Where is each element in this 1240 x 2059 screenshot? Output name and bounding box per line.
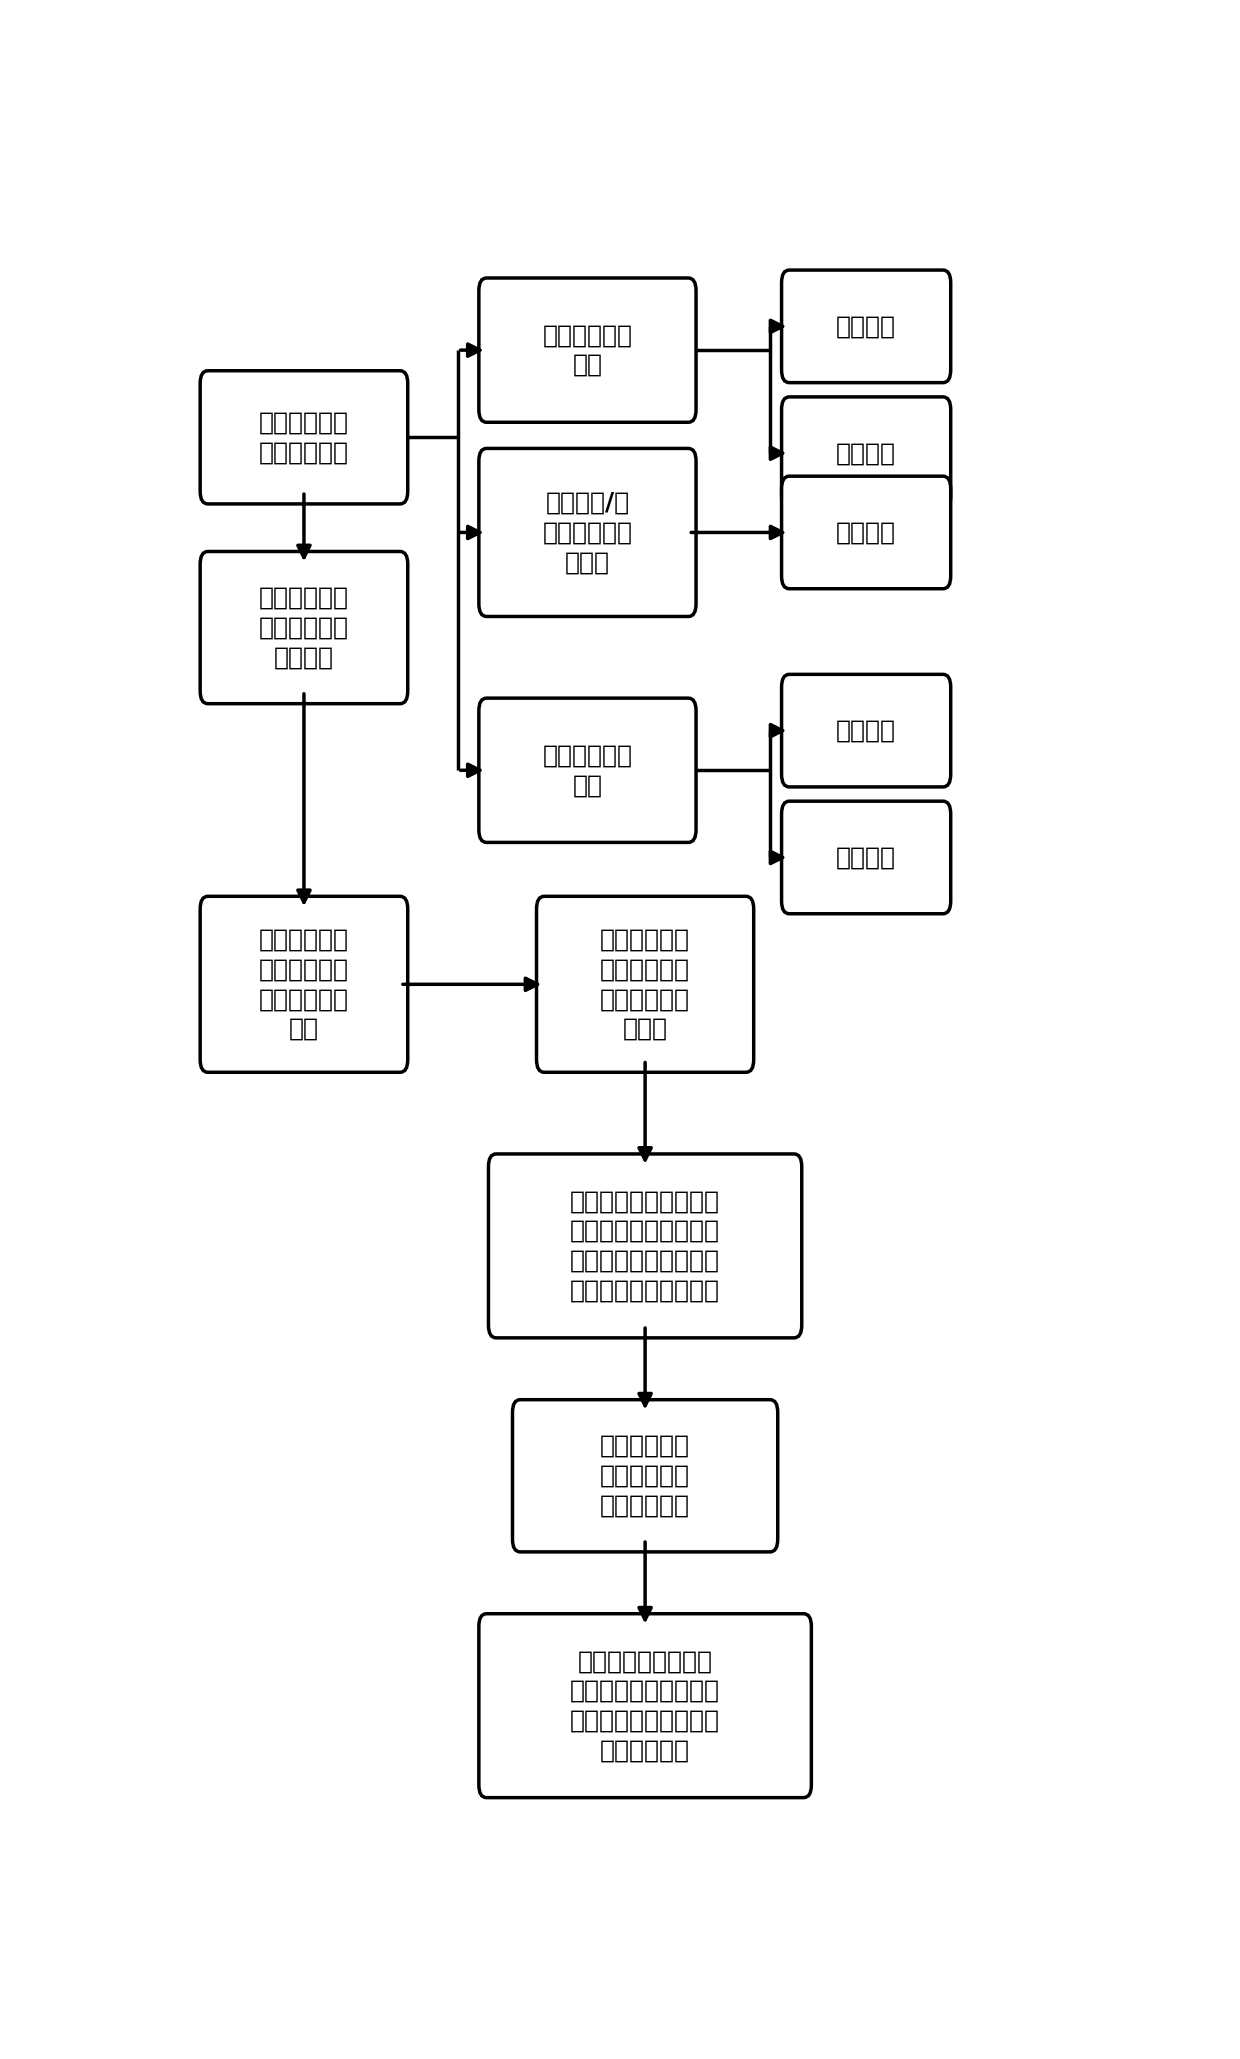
FancyBboxPatch shape [479, 449, 696, 616]
Text: 稳定阶段: 稳定阶段 [836, 719, 897, 743]
Text: 金属材料加工
过程: 金属材料加工 过程 [542, 743, 632, 797]
FancyBboxPatch shape [489, 1153, 802, 1338]
FancyBboxPatch shape [479, 698, 696, 842]
FancyBboxPatch shape [781, 270, 951, 383]
FancyBboxPatch shape [781, 675, 951, 787]
Text: 复合材料加工
过程: 复合材料加工 过程 [542, 323, 632, 377]
Text: 孔径偏差和圆度与螺旋
轨迹特征参数（螺旋线
直径、螺距和螺旋角）
之间拟合关系式的建立: 孔径偏差和圆度与螺旋 轨迹特征参数（螺旋线 直径、螺距和螺旋角） 之间拟合关系式… [570, 1190, 720, 1303]
Text: 加工阶段的制
孔精度等级目
标系数的设定: 加工阶段的制 孔精度等级目 标系数的设定 [600, 1433, 691, 1517]
FancyBboxPatch shape [781, 476, 951, 589]
FancyBboxPatch shape [479, 278, 696, 422]
FancyBboxPatch shape [512, 1400, 777, 1552]
Text: 出口阶段: 出口阶段 [836, 846, 897, 869]
Text: 界面阶段: 界面阶段 [836, 521, 897, 544]
Text: 多组若干加工
阶段的制孔孔
径偏差与圆度
的计算: 多组若干加工 阶段的制孔孔 径偏差与圆度 的计算 [600, 929, 691, 1042]
Text: 稳定阶段: 稳定阶段 [836, 441, 897, 465]
Text: 多组若干加工
阶段的制孔孔
径测量与数据
处理: 多组若干加工 阶段的制孔孔 径测量与数据 处理 [259, 929, 348, 1042]
FancyBboxPatch shape [200, 552, 408, 704]
Text: 入口阶段: 入口阶段 [836, 315, 897, 338]
FancyBboxPatch shape [781, 397, 951, 509]
Text: 单孔加工过程
加工阶段划分: 单孔加工过程 加工阶段划分 [259, 410, 348, 463]
FancyBboxPatch shape [479, 1614, 811, 1798]
FancyBboxPatch shape [200, 371, 408, 504]
FancyBboxPatch shape [200, 896, 408, 1073]
FancyBboxPatch shape [537, 896, 754, 1073]
Text: 叠层材料螺旋
铣制孔变参数
试验设计: 叠层材料螺旋 铣制孔变参数 试验设计 [259, 587, 348, 669]
FancyBboxPatch shape [781, 801, 951, 914]
Text: 以轴向切削力均值最
小，且周向切削力峰值
最小的螺旋状轨迹特征
参数为最优值: 以轴向切削力均值最 小，且周向切削力峰值 最小的螺旋状轨迹特征 参数为最优值 [570, 1649, 720, 1763]
Text: 复合材料/金
属材料界面加
工过程: 复合材料/金 属材料界面加 工过程 [542, 490, 632, 574]
